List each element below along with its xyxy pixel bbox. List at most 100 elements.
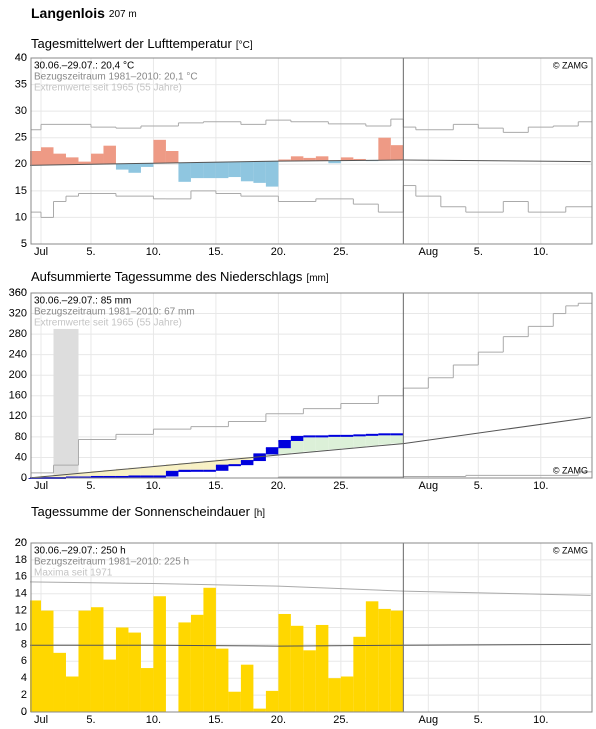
y-tick-label: 160 <box>9 390 27 402</box>
sunshine-bar <box>378 608 391 712</box>
left-mask <box>0 293 30 478</box>
sunshine-bar <box>203 587 216 712</box>
x-tick-label: 10. <box>533 480 548 492</box>
info-line: 30.06.–29.07.: 250 h <box>34 546 126 557</box>
extreme-bar <box>53 328 79 478</box>
temp-bar <box>265 161 279 187</box>
x-tick-label: 20. <box>271 246 286 258</box>
reference-line <box>28 581 591 596</box>
precip-diff <box>53 474 66 478</box>
temp-bar <box>328 160 341 164</box>
chart-title: Aufsummierte Tagessumme des Niederschlag… <box>31 269 329 284</box>
y-tick-label: 0 <box>21 706 27 718</box>
info-line: 30.06.–29.07.: 85 mm <box>34 296 131 307</box>
x-tick-label: 10. <box>533 246 548 258</box>
info-line: Bezugszeitraum 1981–2010: 20,1 °C <box>34 72 198 83</box>
y-tick-label: 20 <box>15 537 27 549</box>
y-tick-label: 16 <box>15 571 27 583</box>
temp-bar <box>40 147 54 166</box>
station-title: Langenlois 207 m <box>31 5 137 21</box>
precip-diff <box>228 458 241 466</box>
left-mask <box>0 543 30 712</box>
info-line: Extremwerte seit 1965 (55 Jahre) <box>34 83 182 94</box>
precip-diff <box>328 435 341 450</box>
temp-bar <box>390 145 404 161</box>
temp-bar <box>303 157 316 161</box>
y-tick-label: 240 <box>9 349 27 361</box>
sunshine-bar <box>328 678 341 712</box>
precip-diff <box>365 434 379 446</box>
x-tick-label: 5. <box>86 480 95 492</box>
x-tick-label: 20. <box>271 714 286 726</box>
precip-diff <box>215 459 229 466</box>
temp-bar <box>78 161 91 165</box>
y-tick-label: 4 <box>21 672 27 684</box>
precip-increase <box>265 448 279 455</box>
precip-diff <box>103 469 116 477</box>
info-line: 30.06.–29.07.: 20,4 °C <box>34 61 134 72</box>
y-tick-label: 40 <box>15 52 27 64</box>
precip-diff <box>128 467 141 477</box>
temp-bar <box>178 162 191 182</box>
sunshine-bar <box>240 664 254 712</box>
x-tick-label: 15. <box>208 714 223 726</box>
info-line: Bezugszeitraum 1981–2010: 225 h <box>34 557 189 568</box>
temp-bar <box>340 157 354 161</box>
sunshine-bar <box>190 614 204 712</box>
temp-bar <box>115 163 129 170</box>
plot-area <box>31 58 592 244</box>
precip-diff <box>390 434 404 444</box>
y-tick-label: 30 <box>15 105 27 117</box>
sunshine-bar <box>103 659 116 712</box>
temp-bar <box>253 161 266 183</box>
x-tick-label: 25. <box>333 480 348 492</box>
precip-increase <box>165 471 179 477</box>
plot-frame <box>30 292 593 479</box>
x-tick-label: Jul <box>34 714 48 726</box>
precip-diff <box>153 465 166 477</box>
sunshine-bar <box>153 596 166 712</box>
y-tick-label: 40 <box>15 451 27 463</box>
x-tick-label: 5. <box>474 480 483 492</box>
x-tick-label: Aug <box>419 714 439 726</box>
chart-title: Tagesmittelwert der Lufttemperatur [°C] <box>31 36 253 51</box>
y-tick-label: 0 <box>21 472 27 484</box>
y-tick-label: 6 <box>21 655 27 667</box>
precip-diff <box>240 457 254 462</box>
precip-diff <box>90 471 104 477</box>
x-tick-label: 5. <box>86 246 95 258</box>
y-tick-label: 360 <box>9 287 27 299</box>
precip-diff <box>190 461 204 471</box>
y-tick-label: 18 <box>15 554 27 566</box>
station-name: Langenlois <box>31 5 105 21</box>
precip-diff <box>378 434 391 445</box>
precip-diff <box>340 435 354 449</box>
left-mask <box>0 58 30 244</box>
chart-unit: [°C] <box>236 40 253 51</box>
copyright: © ZAMG <box>553 60 588 70</box>
precip-increase <box>278 441 291 449</box>
x-tick-label: Aug <box>419 480 439 492</box>
x-tick-label: 10. <box>146 480 161 492</box>
precip-diff <box>178 463 191 471</box>
x-tick-label: 25. <box>333 246 348 258</box>
copyright: © ZAMG <box>553 545 588 555</box>
station-elevation: 207 m <box>109 9 137 20</box>
y-tick-label: 10 <box>15 621 27 633</box>
sunshine-bar <box>303 650 316 712</box>
y-tick-label: 10 <box>15 211 27 223</box>
precip-diff <box>40 475 54 478</box>
chart-title-text: Aufsummierte Tagessumme des Niederschlag… <box>31 269 303 284</box>
temp-bar <box>203 162 216 179</box>
precip-diff <box>203 460 216 471</box>
chart-title-text: Tagesmittelwert der Lufttemperatur <box>31 36 233 51</box>
plot-frame <box>30 542 593 713</box>
reference-line <box>28 643 591 647</box>
x-tick-label: 25. <box>333 714 348 726</box>
temp-bar <box>353 158 366 161</box>
temp-bar <box>278 159 291 162</box>
y-tick-label: 20 <box>15 158 27 170</box>
y-tick-label: 35 <box>15 78 27 90</box>
precip-increase <box>240 461 254 466</box>
sunshine-bar <box>40 610 54 712</box>
